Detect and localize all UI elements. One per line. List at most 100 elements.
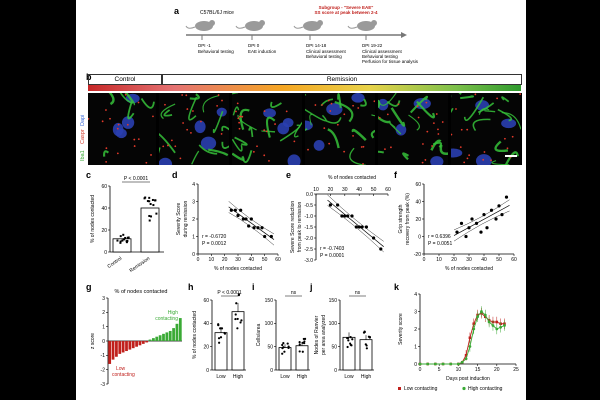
caspr-dot xyxy=(116,152,119,155)
caspr-dot xyxy=(416,105,419,108)
bar xyxy=(168,330,172,341)
bar xyxy=(141,341,145,344)
caspr-dot xyxy=(263,129,266,132)
x-category-label: High xyxy=(361,374,372,380)
panel-label-i: i xyxy=(252,282,255,292)
caspr-dot xyxy=(235,110,237,113)
y-tick-label: 150 xyxy=(265,298,274,304)
y-tick-label: 0 xyxy=(414,362,417,368)
data-point xyxy=(441,362,445,366)
chart-e: 0.0 -0.5 -1.0 -1.5 -2.0 -2.5 -3.0 10 20 30 40 50 60%… xyxy=(290,175,391,264)
data-point xyxy=(256,226,260,230)
caspr-dot xyxy=(441,121,444,123)
microglia-process xyxy=(460,95,474,100)
data-point xyxy=(346,336,349,340)
x-tick-label: 15 xyxy=(475,367,481,373)
nucleus xyxy=(351,93,365,103)
caspr-dot xyxy=(504,137,506,140)
caspr-dot xyxy=(424,159,427,161)
microglia-process xyxy=(351,128,367,142)
data-point xyxy=(116,239,119,242)
data-point xyxy=(281,352,284,355)
x-category-label: Control xyxy=(106,256,123,270)
y-tick-label: 3 xyxy=(192,199,195,205)
data-point xyxy=(500,213,504,217)
x-category-label: High xyxy=(233,374,244,380)
data-point xyxy=(503,324,506,327)
caspr-dot xyxy=(190,131,192,134)
y-tick-label: 3 xyxy=(414,309,417,315)
data-point xyxy=(483,313,487,317)
caspr-dot xyxy=(150,154,152,156)
data-point xyxy=(286,342,289,345)
caspr-dot xyxy=(386,113,389,116)
microglia-process xyxy=(159,147,161,154)
caspr-dot xyxy=(174,145,177,148)
panel-label-a: a xyxy=(174,6,180,16)
data-point xyxy=(474,221,479,225)
microglia-process xyxy=(232,138,243,152)
low-contacting-label: Low xyxy=(116,366,126,372)
x-axis-label: Days post induction xyxy=(446,376,490,382)
data-point xyxy=(152,204,155,207)
confidence-band xyxy=(453,210,510,242)
data-point xyxy=(360,225,364,229)
data-point xyxy=(154,199,157,202)
y-tick-label: 40 xyxy=(101,206,107,212)
data-point xyxy=(350,344,353,347)
caspr-dot xyxy=(328,142,331,145)
microglia-process xyxy=(140,97,155,109)
data-point xyxy=(485,226,489,230)
x-category-label: Low xyxy=(280,374,290,380)
panel-label-j: j xyxy=(310,282,313,292)
caspr-dot xyxy=(268,160,270,162)
data-point xyxy=(239,321,242,324)
y-tick-label: 0 xyxy=(102,339,105,345)
step-text: Behavioral testing xyxy=(362,54,398,59)
microglia-process xyxy=(202,95,220,113)
data-point xyxy=(480,310,483,313)
caspr-dot xyxy=(124,93,127,96)
caspr-dot xyxy=(105,147,108,150)
panel-label-c: c xyxy=(86,170,92,180)
microglia-process xyxy=(232,152,245,161)
y-tick-label: -0.5 xyxy=(304,203,313,209)
y-axis-label: recovery from peak (%) xyxy=(405,193,411,245)
y-tick-label: 100 xyxy=(265,321,274,327)
microglia-process xyxy=(188,96,198,121)
data-point xyxy=(144,196,147,199)
microglia-process xyxy=(232,93,240,95)
micrograph-remission xyxy=(451,93,521,165)
y-axis-label: per area analyzed xyxy=(321,315,327,355)
data-point xyxy=(494,217,498,221)
data-point xyxy=(281,343,284,347)
microglia-process xyxy=(409,95,429,114)
caspr-dot xyxy=(116,127,119,130)
data-point xyxy=(219,327,222,330)
step-day: DPI -1 xyxy=(198,43,211,48)
data-point xyxy=(220,327,224,330)
caspr-dot xyxy=(236,102,239,105)
microglia-process xyxy=(239,108,250,130)
data-point xyxy=(354,225,358,229)
data-point xyxy=(236,327,239,330)
data-point xyxy=(468,336,472,340)
figure: a b c d e f g h i j k C57BL/6J mice Subg… xyxy=(76,0,526,400)
bar xyxy=(158,335,162,341)
chart-c: 0 20 40 60 % of nodes contacted Control Remiss… xyxy=(90,176,164,274)
data-point xyxy=(249,217,253,221)
microglia-process xyxy=(334,101,354,123)
mouse-icon xyxy=(293,20,323,31)
data-point xyxy=(479,230,483,234)
nucleus xyxy=(378,98,389,111)
step-day: DPI 14-18 xyxy=(306,43,327,48)
data-point xyxy=(468,345,472,348)
bar xyxy=(125,341,128,352)
x-tick-label: 40 xyxy=(249,257,255,263)
confidence-band xyxy=(228,212,275,246)
data-point xyxy=(347,339,350,342)
bar xyxy=(145,341,149,343)
data-point xyxy=(229,208,233,212)
y-axis-label: Cells/area xyxy=(256,324,262,347)
